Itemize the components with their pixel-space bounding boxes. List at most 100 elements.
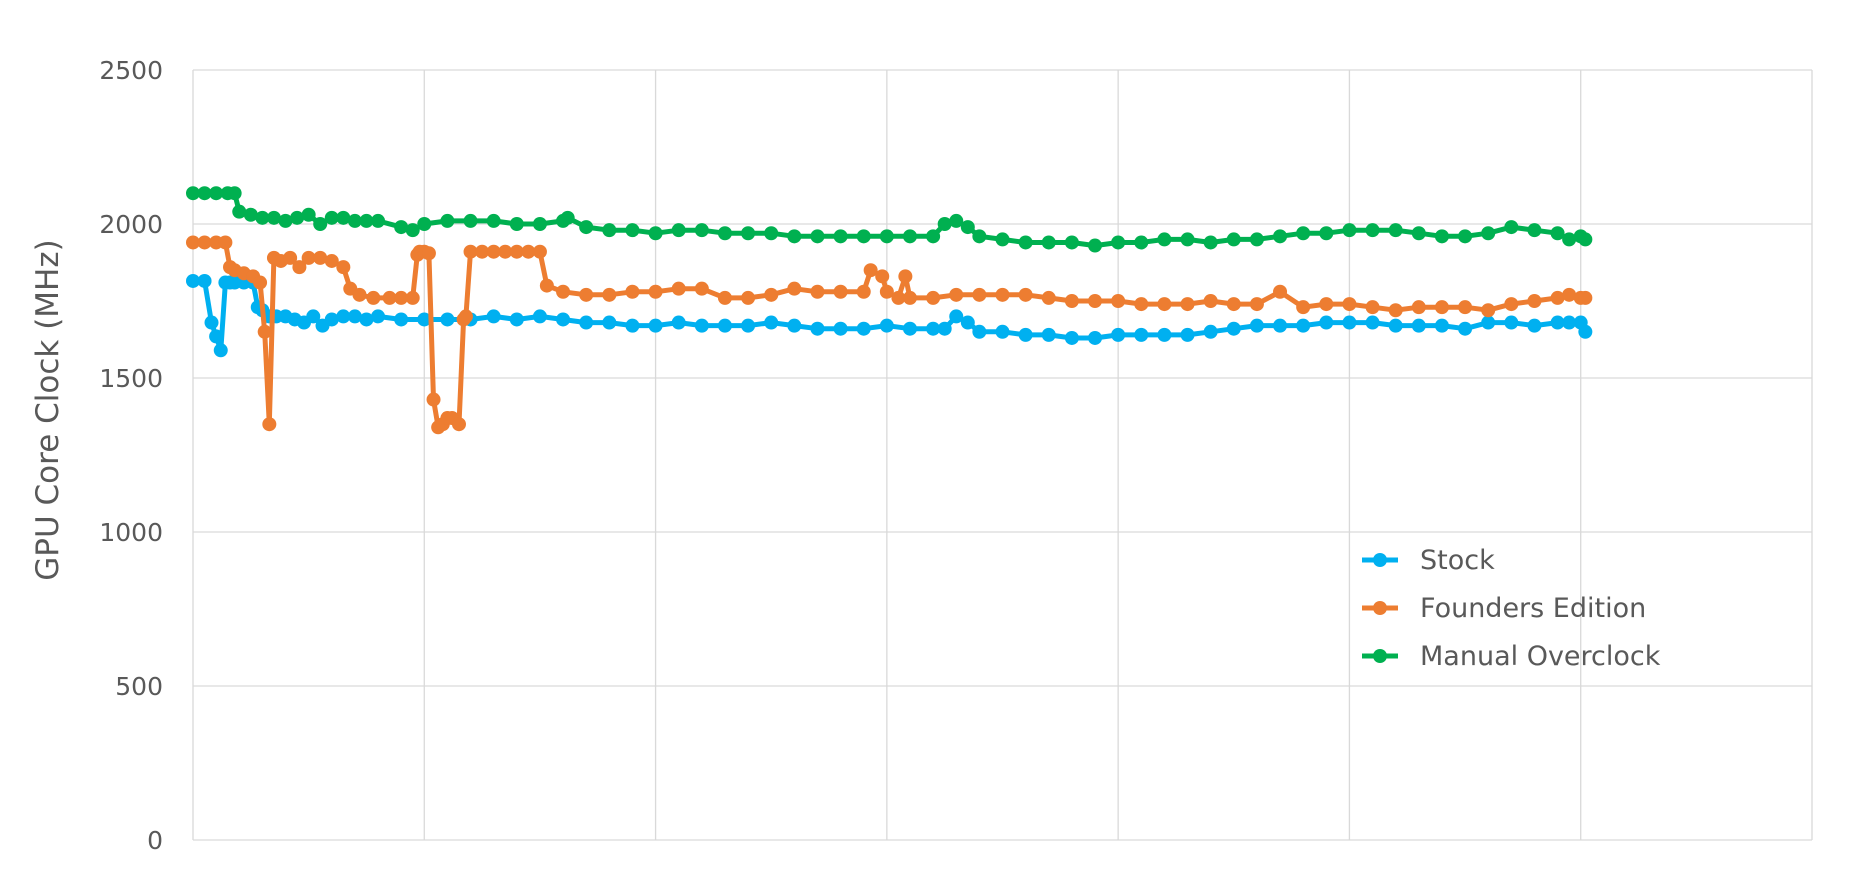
legend-item: Stock (1362, 545, 1495, 576)
data-point (602, 315, 617, 330)
data-point (875, 269, 890, 284)
y-tick-label: 2000 (99, 210, 163, 239)
y-tick-label: 500 (115, 672, 163, 701)
data-point (486, 244, 501, 259)
legend-marker (1373, 553, 1387, 567)
data-point (1296, 300, 1311, 315)
data-point (972, 229, 987, 244)
data-point (949, 287, 964, 302)
data-point (1134, 235, 1149, 250)
data-point (1578, 232, 1593, 247)
data-point (486, 213, 501, 228)
data-point (301, 250, 316, 265)
data-point (255, 210, 270, 225)
data-point (197, 186, 212, 201)
data-point (324, 210, 339, 225)
data-point (1134, 327, 1149, 342)
data-point (1365, 223, 1380, 238)
data-point (1319, 315, 1334, 330)
data-point (833, 229, 848, 244)
data-point (1273, 229, 1288, 244)
data-point (671, 281, 686, 296)
data-point (440, 213, 455, 228)
data-point (1203, 235, 1218, 250)
data-point (1203, 294, 1218, 308)
data-point (1041, 235, 1056, 250)
data-point (1088, 330, 1103, 345)
data-point (671, 223, 686, 238)
data-point (197, 235, 212, 250)
data-point (532, 244, 547, 259)
data-point (898, 269, 913, 284)
data-point (1578, 290, 1593, 305)
data-point (1411, 226, 1426, 241)
legend-label: Founders Edition (1420, 593, 1646, 624)
data-point (995, 287, 1010, 302)
data-point (625, 284, 640, 299)
data-point (1157, 327, 1172, 342)
data-point (336, 210, 351, 225)
data-point (417, 217, 432, 231)
data-point (366, 290, 381, 305)
data-point (764, 315, 779, 330)
data-point (741, 226, 756, 241)
data-point (1018, 235, 1033, 250)
data-point (278, 213, 293, 228)
data-point (1481, 315, 1496, 330)
data-point (648, 284, 663, 299)
data-point (764, 226, 779, 241)
y-tick-label: 1500 (99, 364, 163, 393)
data-point (1458, 321, 1473, 336)
data-point (532, 217, 547, 231)
y-axis-title: GPU Core Clock (MHz) (30, 239, 66, 580)
data-point (463, 213, 478, 228)
data-point (301, 207, 316, 222)
data-point (1342, 223, 1357, 238)
data-point (926, 321, 941, 336)
data-point (1434, 229, 1449, 244)
data-point (1527, 318, 1542, 333)
data-point (204, 315, 219, 330)
data-point (556, 312, 571, 327)
data-point (1388, 318, 1403, 333)
data-point (1180, 297, 1195, 312)
legend: Stock Founders Edition Manual Overclock (1362, 545, 1661, 672)
data-point (625, 223, 640, 238)
data-point (1411, 300, 1426, 315)
data-point (1411, 318, 1426, 333)
data-point (359, 213, 374, 228)
data-point (1365, 300, 1380, 315)
data-point (625, 318, 640, 333)
data-point (336, 260, 351, 275)
data-point (741, 318, 756, 333)
data-point (1157, 297, 1172, 312)
data-point (1527, 294, 1542, 308)
data-point (266, 210, 281, 225)
data-point (995, 324, 1010, 339)
data-point (347, 213, 362, 228)
data-point (1388, 223, 1403, 238)
data-point (257, 324, 272, 339)
y-tick-label: 1000 (99, 518, 163, 547)
data-point (648, 318, 663, 333)
data-point (1504, 315, 1519, 330)
data-point (960, 220, 975, 235)
data-point (1562, 287, 1577, 302)
data-point (694, 318, 709, 333)
data-point (810, 321, 825, 336)
data-point (602, 287, 617, 302)
data-point (1342, 315, 1357, 330)
data-point (336, 309, 351, 324)
data-point (810, 284, 825, 299)
data-point (1041, 290, 1056, 305)
data-point (972, 287, 987, 302)
data-point (352, 287, 367, 302)
data-point (833, 321, 848, 336)
data-point (1527, 223, 1542, 238)
data-point (1458, 300, 1473, 315)
data-point (463, 244, 478, 259)
data-point (394, 312, 409, 327)
data-point (498, 244, 513, 259)
data-point (1064, 235, 1079, 250)
